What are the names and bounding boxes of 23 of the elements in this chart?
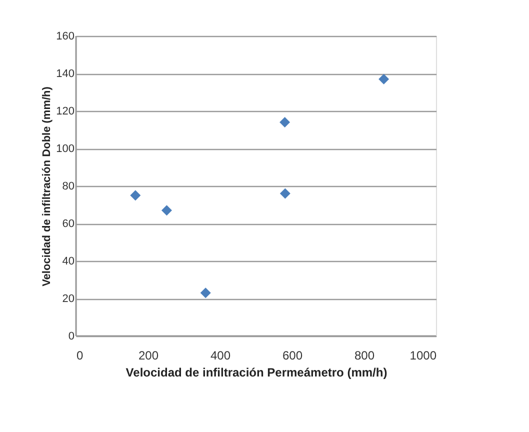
y-tick-label: 80 [62, 180, 74, 192]
point [280, 188, 290, 199]
y-tick-label: 0 [68, 330, 74, 342]
x-tick-label: 400 [210, 348, 231, 362]
x-axis-title: Velocidad de infiltración Permeámetro (mm/h) [126, 366, 388, 380]
x-tick-label: 1000 [410, 348, 437, 362]
point [161, 205, 172, 216]
point [280, 117, 290, 128]
y-axis-title: Velocidad de infiltración Doble (mm/h) [41, 86, 54, 286]
y-tick-label: 100 [56, 143, 74, 155]
y-tick-label: 140 [56, 68, 74, 80]
y-tick-label: 160 [56, 30, 74, 42]
x-tick-label: 800 [354, 348, 375, 362]
point [378, 74, 390, 84]
y-tick-label: 60 [62, 218, 74, 230]
y-tick-label: 20 [62, 293, 74, 305]
x-tick-label: 600 [282, 348, 303, 362]
x-tick-label: 0 [76, 348, 84, 362]
point [130, 190, 141, 201]
x-tick-label: 200 [138, 348, 159, 362]
y-tick-label: 120 [56, 106, 74, 118]
y-tick-label: 40 [62, 256, 74, 268]
point [200, 288, 211, 298]
